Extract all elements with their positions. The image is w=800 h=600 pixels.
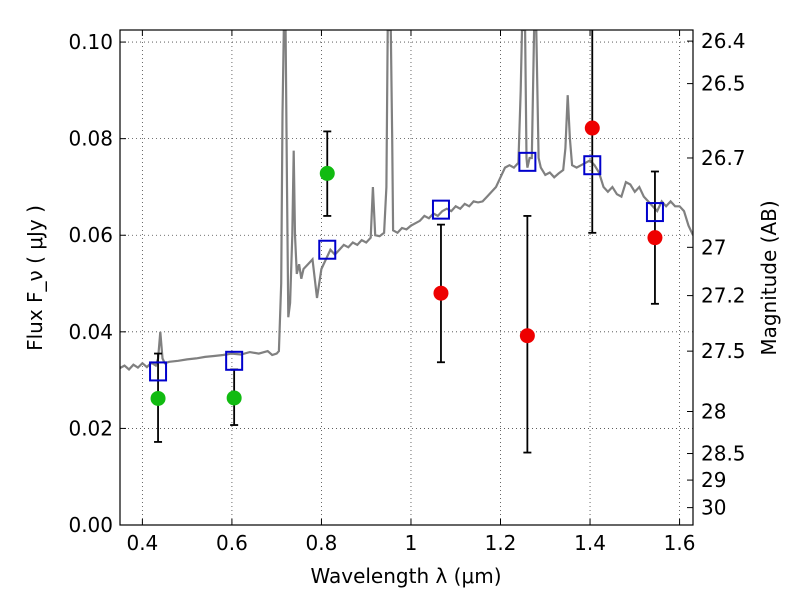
data-point — [150, 390, 166, 406]
data-point — [226, 390, 242, 406]
y-tick-label: 0.08 — [68, 127, 113, 151]
plot-data — [120, 30, 693, 454]
y2-tick-label: 26.7 — [701, 146, 746, 170]
x-tick-label: 0.4 — [126, 531, 158, 555]
spectrum-line — [120, 30, 693, 372]
y2-tick-label: 30 — [701, 496, 726, 520]
y-tick-label: 0.00 — [68, 513, 113, 537]
y2-tick-label: 29 — [701, 468, 726, 492]
data-point — [519, 328, 535, 344]
x-tick-label: 1.6 — [664, 531, 696, 555]
y-axis-label: Flux F_ν ( μJy ) — [23, 205, 47, 351]
model-square — [583, 155, 602, 176]
data-point — [319, 165, 335, 181]
y2-axis-label: Magnitude (AB) — [757, 200, 781, 355]
x-tick-label: 1 — [405, 531, 418, 555]
model-square — [225, 350, 244, 371]
y2-tick-label: 26.4 — [701, 29, 746, 53]
x-tick-label: 1.4 — [574, 531, 606, 555]
data-point — [584, 120, 600, 136]
model-square — [149, 361, 168, 382]
data-point — [647, 230, 663, 246]
x-tick-label: 1.2 — [485, 531, 517, 555]
y2-tick-label: 26.5 — [701, 72, 746, 96]
x-tick-label: 0.6 — [216, 531, 248, 555]
model-square — [318, 239, 337, 260]
data-point — [433, 285, 449, 301]
grid-lines — [120, 30, 693, 526]
plot-frame — [119, 29, 694, 526]
y2-tick-label: 27 — [701, 235, 726, 259]
y-tick-label: 0.04 — [68, 320, 113, 344]
model-square — [518, 151, 537, 172]
y2-tick-label: 27.5 — [701, 339, 746, 363]
model-square — [431, 199, 450, 220]
axis-ticks: 0.4 0.6 0.8 1 1.2 1.4 1.6 0.00 0.02 0.04 0.06 0.08 0… — [68, 29, 745, 555]
x-axis-label: Wavelength λ (μm) — [310, 564, 501, 588]
y-tick-label: 0.06 — [68, 223, 113, 247]
y2-tick-label: 28.5 — [701, 442, 746, 466]
y-tick-label: 0.02 — [68, 416, 113, 440]
y-tick-label: 0.10 — [68, 30, 113, 54]
model-square — [645, 202, 664, 223]
y2-tick-label: 27.2 — [701, 284, 746, 308]
y2-tick-label: 28 — [701, 400, 726, 424]
x-tick-label: 0.8 — [306, 531, 338, 555]
